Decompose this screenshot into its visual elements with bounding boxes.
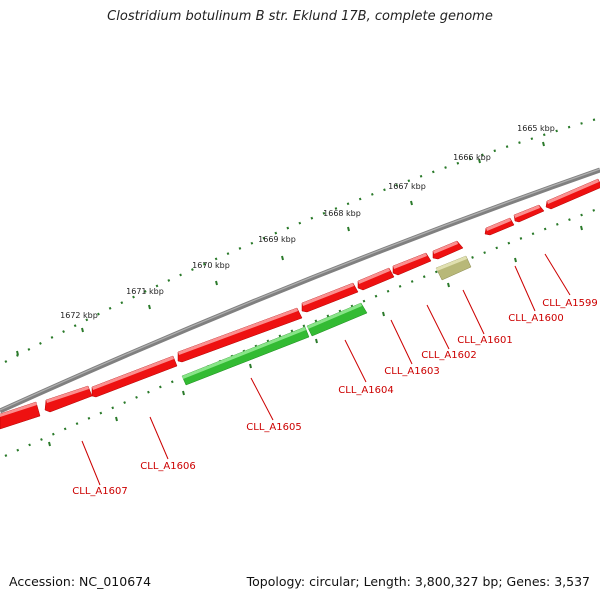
- gene-label-CLL_A1601: CLL_A1601: [457, 335, 512, 346]
- inner-tick-track: [4, 206, 600, 458]
- kbp-label: 1669 kbp: [258, 235, 296, 244]
- gene-labels: CLL_A1599 CLL_A1600 CLL_A1601 CLL_A1602 …: [72, 298, 597, 497]
- kbp-label: 1672 kbp: [60, 311, 98, 320]
- genome-backbone: [0, 167, 600, 414]
- gene-label-CLL_A1602: CLL_A1602: [421, 350, 476, 361]
- gene-CLL_A1604: [357, 267, 395, 291]
- genome-summary-text: Topology: circular; Length: 3,800,327 bp…: [246, 574, 590, 589]
- gene-label-CLL_A1606: CLL_A1606: [140, 461, 195, 472]
- gene-label-CLL_A1599: CLL_A1599: [542, 298, 597, 309]
- outer-tick-track: [4, 116, 600, 363]
- gene-CLL_A1606: [91, 355, 178, 398]
- accession-text: Accession: NC_010674: [9, 574, 152, 589]
- gene-label-CLL_A1605: CLL_A1605: [246, 422, 301, 433]
- gene-label-CLL_A1604: CLL_A1604: [338, 385, 393, 396]
- gene-label-CLL_A1603: CLL_A1603: [384, 366, 439, 377]
- map-title: Clostridium botulinum B str. Eklund 17B,…: [107, 9, 493, 24]
- kbp-label: 1670 kbp: [192, 261, 230, 270]
- kbp-labels: 1665 kbp 1666 kbp 1667 kbp 1668 kbp 1669…: [60, 124, 555, 320]
- kbp-label: 1671 kbp: [126, 287, 164, 296]
- gene-label-CLL_A1607: CLL_A1607: [72, 486, 127, 497]
- reverse-gene-highlights: [182, 303, 362, 379]
- kbp-label: 1667 kbp: [388, 182, 426, 191]
- forward-genes: [0, 178, 600, 430]
- gene-label-CLL_A1600: CLL_A1600: [508, 313, 563, 324]
- gene-CLL_A1604-rev: [306, 302, 368, 337]
- kbp-label: 1665 kbp: [517, 124, 555, 133]
- forward-gene-highlights: [0, 179, 599, 417]
- kbp-label: 1666 kbp: [453, 153, 491, 162]
- label-leaders: [81, 253, 571, 486]
- kbp-label: 1668 kbp: [323, 209, 361, 218]
- other-gene-highlight: [436, 256, 467, 271]
